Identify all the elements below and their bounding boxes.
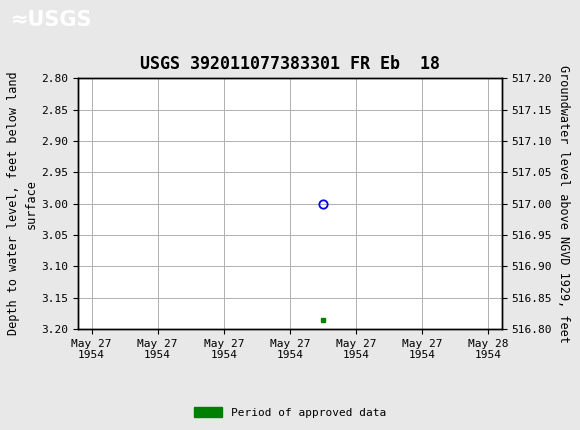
Title: USGS 392011077383301 FR Eb  18: USGS 392011077383301 FR Eb 18 (140, 55, 440, 73)
Y-axis label: Groundwater level above NGVD 1929, feet: Groundwater level above NGVD 1929, feet (557, 64, 571, 343)
Text: ≈USGS: ≈USGS (10, 10, 92, 30)
Legend: Period of approved data: Period of approved data (190, 403, 390, 422)
Y-axis label: Depth to water level, feet below land
surface: Depth to water level, feet below land su… (8, 72, 38, 335)
